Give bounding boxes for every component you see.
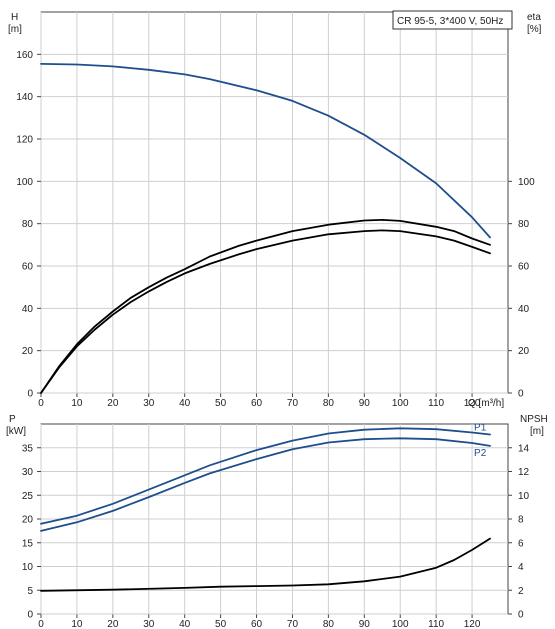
head-efficiency-right-tick-label: 0 <box>518 389 524 400</box>
power-npsh-right-tick-label: 2 <box>518 586 524 597</box>
head-efficiency-left-tick-label: 40 <box>22 304 34 315</box>
efficiency-axis-label: eta <box>527 12 541 23</box>
power-npsh-right-tick-label: 6 <box>518 538 524 549</box>
power-npsh-x-tick-label: 40 <box>179 619 191 629</box>
head-efficiency-left-tick-label: 60 <box>22 262 34 273</box>
head-efficiency-left-tick-label: 140 <box>16 92 33 103</box>
power-npsh-left-tick-label: 10 <box>22 562 34 573</box>
head-efficiency-right-tick-label: 60 <box>518 262 530 273</box>
power-npsh-right-tick-label: 10 <box>518 491 530 502</box>
power-npsh-left-tick-label: 25 <box>22 491 34 502</box>
power-axis-label: P <box>9 414 16 425</box>
power-npsh-x-tick-label: 110 <box>428 619 444 629</box>
head-efficiency-left-tick-label: 80 <box>22 219 34 230</box>
head-efficiency-x-tick-label: 120 <box>464 398 481 409</box>
head-efficiency-tick-labels: 0 10 20 30 40 50 60 70 80 90 100 110 120 0 20 40 60 80 100… <box>16 50 535 409</box>
power-npsh-x-tick-label: 80 <box>323 619 335 629</box>
head-efficiency-x-tick-label: 0 <box>38 398 44 409</box>
head-efficiency-right-tick-label: 100 <box>518 177 535 188</box>
x-axis-label: Q [m³/h] <box>468 398 504 409</box>
power-npsh-right-tick-label: 8 <box>518 515 524 526</box>
head-efficiency-x-tick-label: 80 <box>323 398 335 409</box>
head-efficiency-plot-area <box>40 11 509 394</box>
head-efficiency-x-tick-label: 100 <box>392 398 409 409</box>
power-npsh-left-tick-label: 20 <box>22 515 34 526</box>
head-efficiency-grid <box>37 12 512 397</box>
efficiency-axis-unit: [%] <box>527 24 542 35</box>
head-efficiency-panel: 0 10 20 30 40 50 60 70 80 90 100 110 120 0 20 40 60 80 100… <box>8 10 542 409</box>
power-npsh-x-tick-label: 60 <box>251 619 263 629</box>
eta-curve-1 <box>40 229 491 394</box>
title-box <box>392 10 513 30</box>
head-efficiency-left-tick-label: 20 <box>22 346 34 357</box>
head-efficiency-x-tick-label: 10 <box>71 398 83 409</box>
head-efficiency-left-tick-label: 160 <box>16 50 33 61</box>
power-npsh-right-tick-label: 4 <box>518 562 524 573</box>
head-efficiency-x-tick-label: 40 <box>179 398 191 409</box>
head-efficiency-x-tick-label: 20 <box>107 398 119 409</box>
power-npsh-x-tick-label: 100 <box>392 619 409 629</box>
power-npsh-x-tick-label: 10 <box>71 619 83 629</box>
head-efficiency-x-tick-label: 70 <box>287 398 299 409</box>
head-efficiency-x-tick-label: 90 <box>359 398 371 409</box>
head-axis-label: H <box>11 12 18 23</box>
npsh-curve-2 <box>40 537 491 592</box>
power-npsh-x-tick-label: 90 <box>359 619 371 629</box>
h-curve-0 <box>40 63 491 239</box>
power-npsh-curves: P1 P2 <box>40 422 491 592</box>
head-efficiency-x-tick-label: 60 <box>251 398 263 409</box>
p2-series-label: P2 <box>474 448 487 459</box>
power-npsh-right-tick-label: 0 <box>518 610 524 621</box>
p1-curve-0 <box>40 427 491 525</box>
p2-curve-1 <box>40 437 491 532</box>
power-npsh-x-tick-label: 120 <box>464 619 481 629</box>
head-efficiency-x-tick-label: 30 <box>143 398 155 409</box>
head-efficiency-left-tick-label: 120 <box>16 135 33 146</box>
power-npsh-x-tick-label: 30 <box>143 619 155 629</box>
power-npsh-tick-labels: 0 10 20 30 40 50 60 70 80 90 100 110 120051015202530… <box>22 443 530 629</box>
power-npsh-x-tick-label: 50 <box>215 619 227 629</box>
chart-title: CR 95-5, 3*400 V, 50Hz <box>397 16 503 27</box>
power-npsh-left-tick-label: 0 <box>27 610 33 621</box>
power-npsh-left-tick-label: 5 <box>27 586 33 597</box>
power-axis-unit: [kW] <box>6 426 26 437</box>
power-npsh-right-tick-label: 12 <box>518 467 530 478</box>
p1-series-label: P1 <box>474 422 487 433</box>
head-efficiency-left-tick-label: 0 <box>27 389 33 400</box>
head-efficiency-right-tick-label: 20 <box>518 346 530 357</box>
power-npsh-left-tick-label: 15 <box>22 538 34 549</box>
power-npsh-left-tick-label: 35 <box>22 443 34 454</box>
head-axis-unit: [m] <box>8 24 22 35</box>
head-efficiency-right-tick-label: 80 <box>518 219 530 230</box>
head-efficiency-right-tick-label: 40 <box>518 304 530 315</box>
eta-curve-2 <box>40 218 491 394</box>
power-npsh-grid <box>37 424 512 618</box>
npsh-axis-label: NPSH <box>520 414 548 425</box>
head-efficiency-x-tick-label: 50 <box>215 398 227 409</box>
npsh-axis-unit: [m] <box>530 426 544 437</box>
power-npsh-x-tick-label: 0 <box>38 619 44 629</box>
power-npsh-x-tick-label: 70 <box>287 619 299 629</box>
head-efficiency-curves <box>40 63 491 394</box>
power-npsh-left-tick-label: 30 <box>22 467 34 478</box>
head-efficiency-x-tick-label: 110 <box>428 398 444 409</box>
head-efficiency-left-tick-label: 100 <box>16 177 33 188</box>
power-npsh-x-tick-label: 20 <box>107 619 119 629</box>
power-npsh-right-tick-label: 14 <box>518 443 530 454</box>
